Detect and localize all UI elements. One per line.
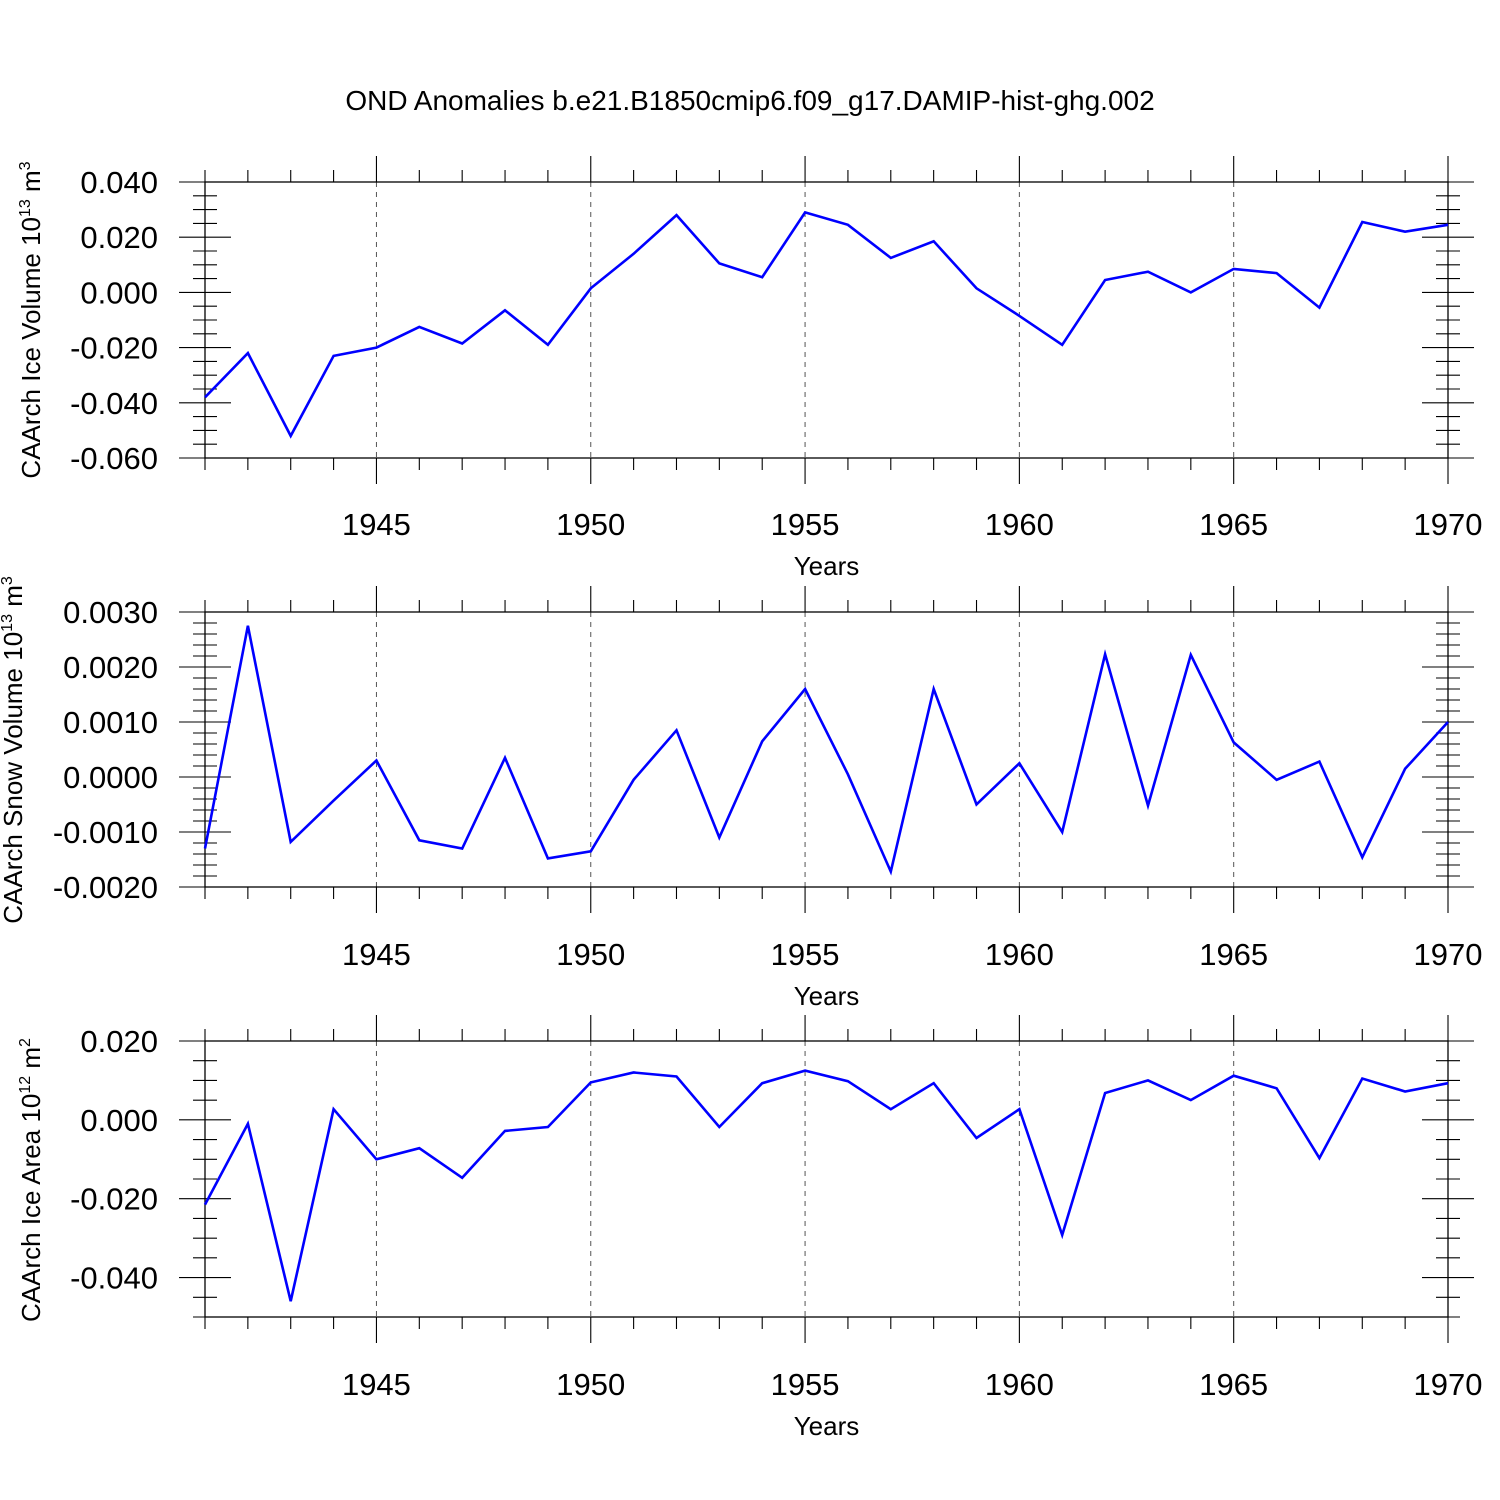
y-tick-label: -0.040 — [70, 386, 158, 421]
x-tick-label: 1970 — [1414, 507, 1483, 542]
x-tick-label: 1960 — [985, 507, 1054, 542]
y-tick-label: 0.0000 — [63, 760, 158, 795]
plot-frame — [204, 611, 1449, 888]
y-tick-label: 0.0030 — [63, 595, 158, 630]
y-tick-label: -0.020 — [70, 331, 158, 366]
panel-ice-area: -0.040 -0.020 0.000 0.020 1945 1950 1955 1960 19… — [16, 1015, 1482, 1441]
series-line — [203, 625, 1449, 876]
x-tick-label: 1965 — [1199, 1367, 1268, 1402]
y-tick-label: 0.000 — [80, 275, 158, 310]
y-tick-label: 0.020 — [80, 220, 158, 255]
x-tick-label: 1965 — [1199, 937, 1268, 972]
x-tick-label: 1955 — [771, 507, 840, 542]
y-tick-label: -0.060 — [70, 441, 158, 476]
y-tick-label: 0.0010 — [63, 705, 158, 740]
plot-frame — [204, 1040, 1449, 1318]
x-tick-label: 1960 — [985, 937, 1054, 972]
y-axis-title: CAArch Ice Volume 1013 m3 — [16, 161, 46, 478]
y-tick-label: 0.020 — [80, 1024, 158, 1059]
y-tick-label: -0.0020 — [53, 870, 158, 905]
x-tick-label: 1950 — [556, 937, 625, 972]
y-tick-label: -0.040 — [70, 1261, 158, 1296]
y-tick-label: 0.000 — [80, 1103, 158, 1138]
y-axis-title: CAArch Ice Area 1012 m2 — [16, 1038, 46, 1322]
x-tick-label: 1950 — [556, 507, 625, 542]
y-tick-label: 0.0020 — [63, 650, 158, 685]
x-tick-label: 1945 — [342, 937, 411, 972]
y-tick-label: 0.040 — [80, 165, 158, 200]
x-tick-label: 1955 — [771, 1367, 840, 1402]
y-axis-title: CAArch Snow Volume 1013 m3 — [0, 576, 28, 924]
y-tick-label: -0.0010 — [53, 815, 158, 850]
x-axis-title: Years — [794, 1411, 860, 1441]
panel-ice-volume: -0.060 -0.040 -0.020 0.000 0.020 0.040 1945 195… — [16, 156, 1482, 581]
plot-frame — [204, 181, 1449, 459]
x-tick-label: 1965 — [1199, 507, 1268, 542]
x-tick-label: 1970 — [1414, 937, 1483, 972]
x-axis-title: Years — [794, 551, 860, 581]
x-tick-label: 1945 — [342, 507, 411, 542]
x-tick-label: 1955 — [771, 937, 840, 972]
figure-title: OND Anomalies b.e21.B1850cmip6.f09_g17.D… — [345, 85, 1154, 116]
x-tick-label: 1970 — [1414, 1367, 1483, 1402]
x-axis-title: Years — [794, 981, 860, 1011]
x-tick-label: 1950 — [556, 1367, 625, 1402]
x-tick-label: 1960 — [985, 1367, 1054, 1402]
series-line — [204, 210, 1449, 439]
panel-snow-volume: -0.0020 -0.0010 0.0000 0.0010 0.0020 0.0030 19… — [0, 576, 1482, 1011]
series-line — [203, 1069, 1449, 1302]
y-tick-label: -0.020 — [70, 1182, 158, 1217]
x-tick-label: 1945 — [342, 1367, 411, 1402]
